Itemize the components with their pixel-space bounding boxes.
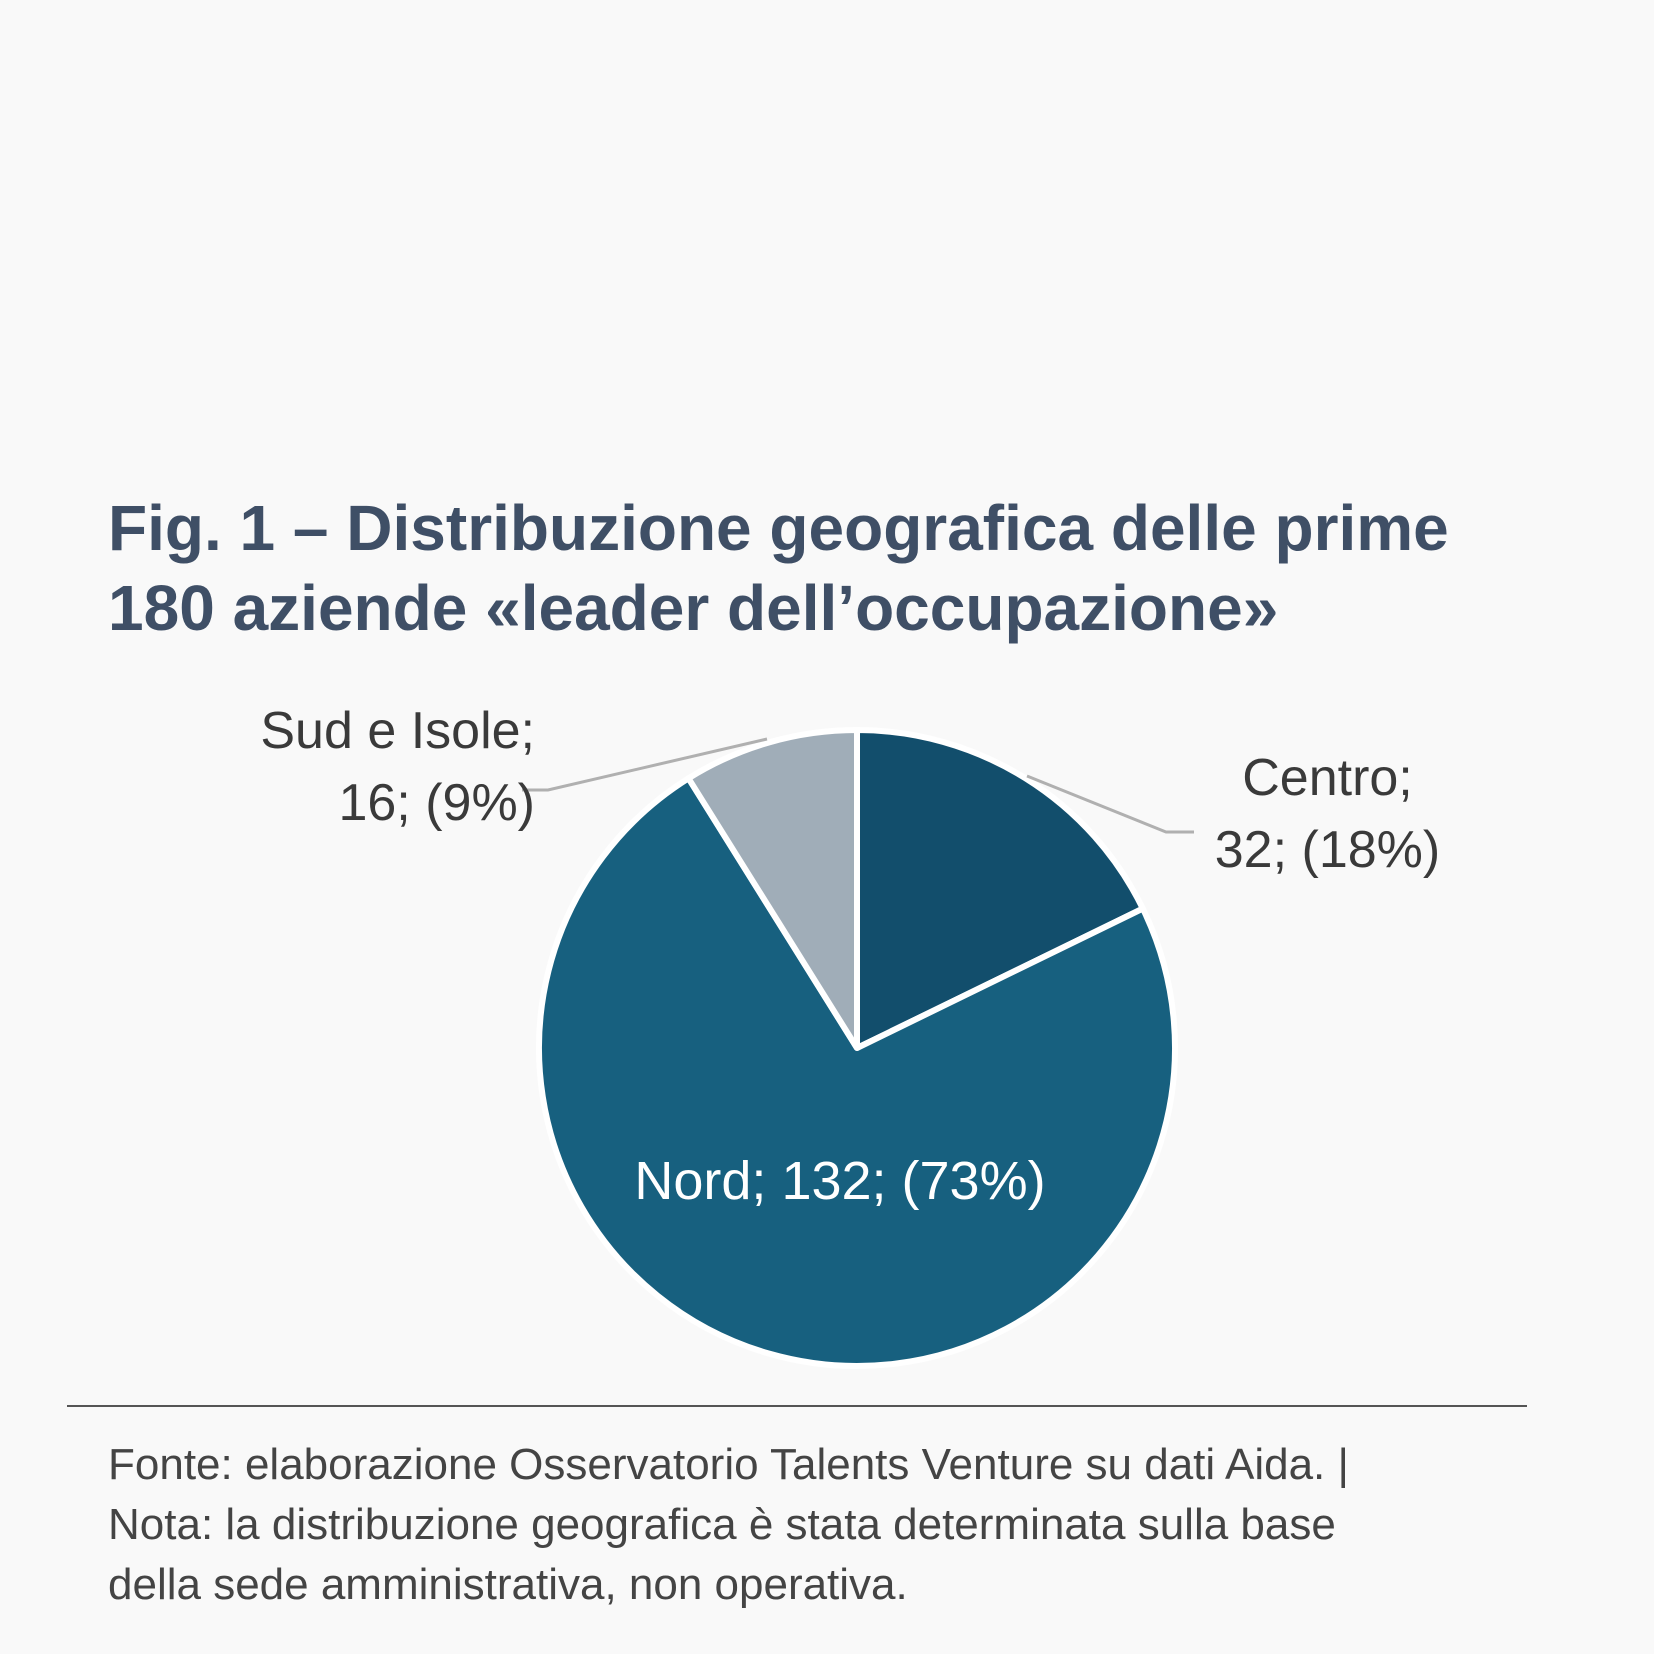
slice-label-nord: Nord; 132; (73%) bbox=[605, 1145, 1075, 1217]
chart-title-line-1: Fig. 1 – Distribuzione geografica delle … bbox=[108, 492, 1449, 564]
slice-label-sud-e-isole-line-1: Sud e Isole; bbox=[260, 702, 535, 760]
slice-label-centro-line-1: Centro; bbox=[1242, 749, 1413, 807]
footer-note-line-1: Fonte: elaborazione Osservatorio Talents… bbox=[108, 1440, 1349, 1489]
chart-title: Fig. 1 – Distribuzione geografica delle … bbox=[108, 488, 1568, 648]
footer-note-line-3: della sede amministrativa, non operativa… bbox=[108, 1560, 908, 1609]
footer-note-line-2: Nota: la distribuzione geografica è stat… bbox=[108, 1500, 1336, 1549]
slice-label-nord-line-1: Nord; 132; (73%) bbox=[634, 1151, 1046, 1211]
slice-label-centro: Centro; 32; (18%) bbox=[1175, 742, 1480, 886]
pie-slice-centro bbox=[854, 727, 1146, 1051]
slice-label-centro-line-2: 32; (18%) bbox=[1214, 821, 1441, 879]
leader-line-sud-e-isole bbox=[522, 737, 768, 792]
pie-slice-nord bbox=[536, 775, 1178, 1369]
leader-line-centro bbox=[1026, 774, 1194, 834]
footer-note: Fonte: elaborazione Osservatorio Talents… bbox=[108, 1435, 1608, 1615]
footer-divider bbox=[67, 1405, 1527, 1407]
pie-slice-sud-e-isole bbox=[685, 727, 860, 1051]
slice-label-sud-e-isole-line-2: 16; (9%) bbox=[338, 774, 535, 832]
slice-label-sud-e-isole: Sud e Isole; 16; (9%) bbox=[200, 695, 535, 839]
chart-title-line-2: 180 aziende «leader dell’occupazione» bbox=[108, 572, 1279, 644]
